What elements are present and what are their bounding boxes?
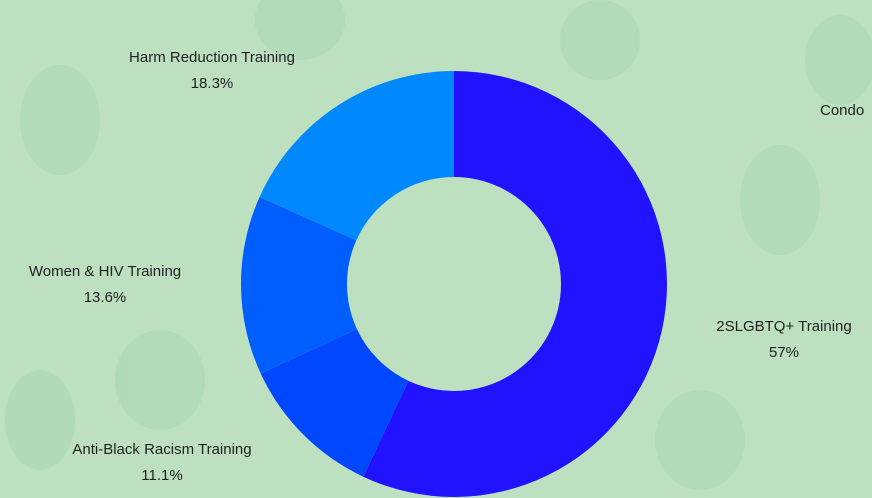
value-label: 13.6% [84,289,127,306]
donut-slice [260,328,409,477]
background-pattern [5,0,872,490]
value-label: 11.1% [141,467,182,484]
donut-slice [363,71,667,497]
value-label: 18.3% [191,75,234,92]
slice-label: Women & HIV Training [29,263,181,280]
slice-label: 2SLGBTQ+ Training [716,318,851,335]
donut-slice [259,71,454,241]
slice-label: Harm Reduction Training [129,49,295,66]
slice-label: Condo [820,102,864,119]
donut-slice [241,196,357,374]
slice-label: Anti-Black Racism Training [72,441,251,458]
value-label: 57% [769,344,799,361]
